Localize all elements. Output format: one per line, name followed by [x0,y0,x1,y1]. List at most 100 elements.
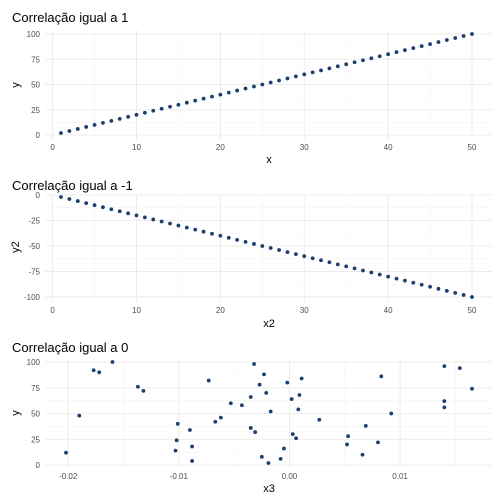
y-tick-label: 100 [27,30,41,39]
panel-correlation-zero: Correlação igual a 0 -0.02 -0.01 0.00 0.01 0… [10,340,492,495]
data-point [264,391,269,395]
data-point [277,78,281,83]
data-point [299,376,304,381]
data-point [442,399,447,404]
data-point [218,92,223,97]
data-point [239,403,244,408]
x-axis-label: x2 [263,318,275,330]
y-tick-label: 75 [31,384,40,393]
data-point [201,229,206,234]
y-tick-label: -100 [24,293,41,302]
x-axis-label: x [266,154,272,166]
data-point [252,84,256,89]
data-point [210,231,214,236]
y-tick-label: -25 [28,216,40,225]
data-point [335,262,340,267]
y-tick-label: -50 [28,242,40,251]
data-point [302,72,307,77]
data-point [151,108,156,113]
x-tick-label: 30 [300,143,309,152]
data-point [461,34,466,38]
data-point [201,96,206,101]
plot-area: 0 10 20 30 40 50 -100 -75 -50 -25 0 [24,191,492,315]
x-tick-label: 0.00 [282,472,298,481]
data-point [253,430,258,434]
data-point [67,197,72,201]
data-point [218,233,223,238]
data-point [142,215,147,220]
data-point [142,110,147,115]
data-point [442,364,447,369]
data-point [260,244,265,248]
data-point [248,426,253,430]
x-tick-label: 20 [216,143,225,152]
data-point [428,42,432,47]
data-point [268,80,273,85]
data-point [67,129,72,133]
y-tick-label: 25 [31,106,40,115]
data-point [327,260,332,265]
data-point [436,286,441,291]
data-point [59,195,63,199]
data-point [84,201,89,206]
panel-correlation-plus-one: Correlação igual a 1 0 10 20 30 40 50 0 25 50 75 1… [10,10,492,166]
data-point [141,388,146,393]
data-point [461,293,466,297]
data-point [352,266,357,271]
data-point [175,421,180,426]
data-point [411,46,416,51]
data-point [235,88,240,93]
data-point [470,295,474,299]
data-point [457,366,462,371]
data-point [444,288,449,293]
data-point [419,44,424,49]
data-point [174,438,179,443]
x-tick-label: 10 [132,143,141,152]
data-point [168,104,172,109]
data-point [193,227,198,232]
data-point [252,362,256,366]
data-point [389,411,394,416]
y-tick-label: 25 [31,435,40,444]
data-point [310,70,315,75]
chart-title: Correlação igual a 0 [12,340,128,355]
data-point [379,374,384,379]
data-point [84,125,89,129]
data-point [117,116,122,121]
data-point [64,450,68,455]
data-point [453,36,458,40]
plot-area: -0.02 -0.01 0.00 0.01 0 25 50 75 100 [27,358,492,481]
data-point [260,82,265,87]
data-point [345,442,349,447]
panel-correlation-minus-one: Correlação igual a -1 0 10 20 30 40 50 -100 -75… [10,178,492,330]
plot-area: 0 10 20 30 40 50 0 25 50 75 100 [27,30,492,152]
data-point [248,395,253,399]
data-point [101,120,105,125]
y-tick-label: -75 [28,267,40,276]
data-point [436,40,441,44]
chart-title: Correlação igual a 1 [12,10,128,25]
data-point [235,237,240,242]
data-point [75,199,80,203]
data-point [75,127,80,131]
x-tick-label: 30 [300,306,309,315]
data-point [176,223,181,228]
data-point [168,221,172,226]
data-point [285,380,290,385]
data-point [294,436,299,441]
y-tick-label: 100 [27,358,41,367]
data-point [319,258,323,263]
y-tick-label: 0 [36,131,41,140]
y-axis-label: y [10,82,22,88]
data-point [101,205,105,210]
data-point [394,50,399,55]
data-point [360,452,365,457]
x-tick-label: 50 [468,306,477,315]
data-point [243,86,248,91]
data-point [213,419,218,424]
data-point [297,393,302,397]
data-point [257,382,262,387]
x-tick-label: 40 [384,143,393,152]
data-point [470,386,474,391]
data-point [363,423,368,428]
